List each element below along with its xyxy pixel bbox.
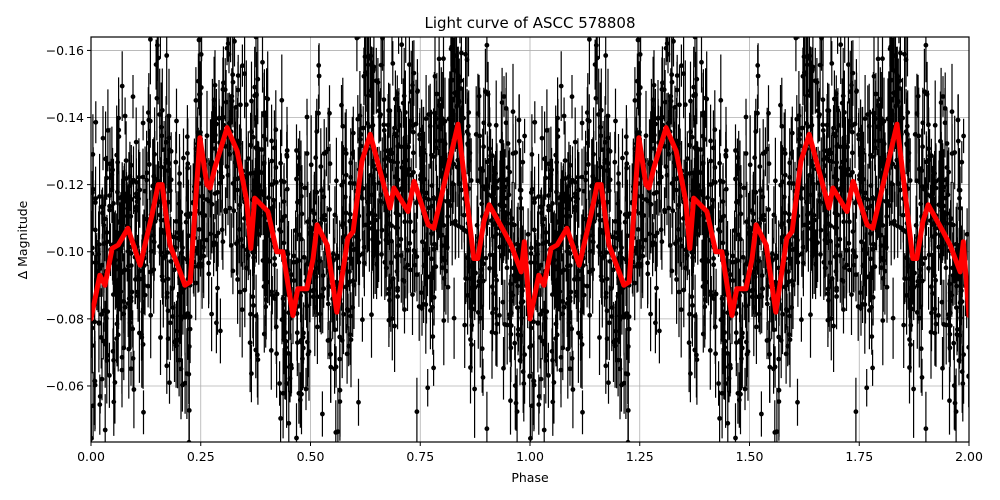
y-tick-label: −0.06	[46, 378, 84, 393]
y-tick-label: −0.16	[46, 43, 84, 58]
y-tick-label: −0.12	[46, 177, 84, 192]
y-tick-label: −0.08	[46, 311, 84, 326]
chart-title: Light curve of ASCC 578808	[425, 14, 636, 32]
x-tick-label: 0.25	[187, 449, 215, 464]
x-axis-label: Phase	[511, 470, 549, 485]
x-tick-label: 2.00	[955, 449, 983, 464]
x-tick-label: 1.00	[516, 449, 544, 464]
y-tick-label: −0.10	[46, 244, 84, 259]
x-tick-label: 0.50	[297, 449, 325, 464]
y-tick-label: −0.14	[46, 110, 84, 125]
x-axis-ticks: 0.00 0.25 0.50 0.75 1.00 1.25 1.50 1.75 2.00	[77, 442, 983, 464]
x-tick-label: 0.75	[406, 449, 434, 464]
model-curve	[91, 121, 969, 322]
x-tick-label: 1.25	[626, 449, 654, 464]
x-tick-label: 1.50	[736, 449, 764, 464]
x-tick-label: 1.75	[845, 449, 873, 464]
y-axis-label: Δ Magnitude	[15, 200, 30, 279]
y-axis-ticks: −0.16 −0.14 −0.12 −0.10 −0.08 −0.06	[46, 43, 91, 393]
x-tick-label: 0.00	[77, 449, 105, 464]
